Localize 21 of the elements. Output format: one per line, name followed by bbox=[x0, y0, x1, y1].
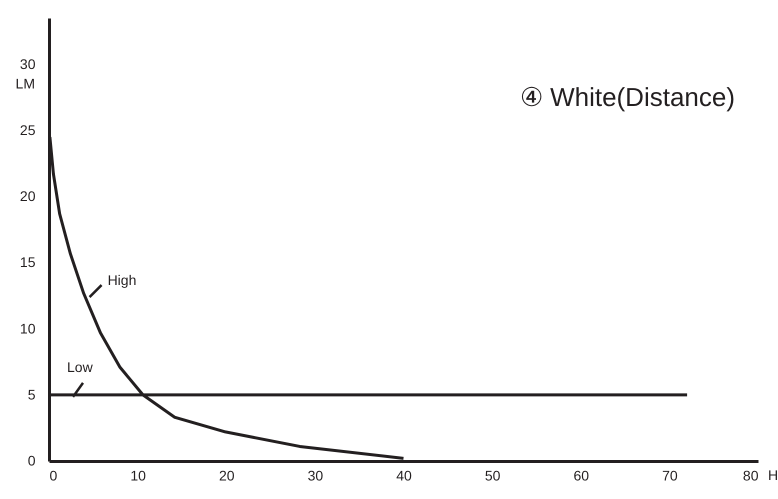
x-tick-label: 20 bbox=[218, 468, 235, 484]
x-axis-title: H bbox=[768, 467, 778, 483]
x-tick-label: 10 bbox=[130, 468, 146, 484]
y-tick-label: 10 bbox=[20, 320, 36, 336]
x-tick-label: 80 bbox=[742, 468, 759, 484]
y-tick-label: 5 bbox=[28, 386, 36, 402]
x-tick-label: 0 bbox=[50, 468, 58, 484]
y-tick-label: 20 bbox=[20, 188, 36, 204]
y-tick-label: 15 bbox=[20, 254, 36, 270]
x-tick-label: 50 bbox=[484, 468, 501, 484]
x-tick-label: 40 bbox=[396, 468, 412, 484]
series-label: High bbox=[108, 272, 136, 288]
x-tick-label: 70 bbox=[662, 468, 678, 484]
y-axis-title: LM bbox=[16, 75, 35, 92]
y-tick-label: 30 bbox=[20, 56, 36, 72]
text: ④ White(Distance) bbox=[520, 82, 735, 112]
y-tick-label: 0 bbox=[28, 452, 36, 468]
series-label: Low bbox=[67, 358, 94, 375]
x-tick-label: 30 bbox=[308, 468, 324, 484]
x-tick-label: 60 bbox=[573, 468, 590, 484]
y-tick-label: 25 bbox=[20, 122, 36, 138]
